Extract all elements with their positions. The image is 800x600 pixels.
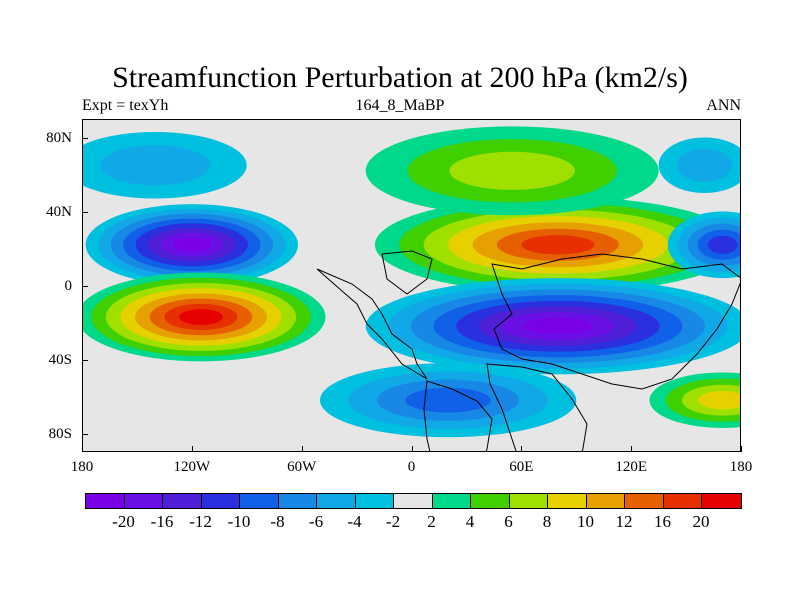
colorbar-label: 2	[427, 512, 436, 531]
contour-map	[82, 126, 741, 452]
colorbar-box	[471, 494, 510, 508]
colorbar-box	[201, 494, 240, 508]
colorbar-label: -20	[112, 512, 135, 531]
y-tick-label: 40S	[48, 351, 72, 368]
season-label: ANN	[706, 97, 741, 114]
map-title: Streamfunction Perturbation at 200 hPa (…	[112, 61, 688, 94]
coastline-north-america	[316, 268, 428, 380]
coastline-africa	[486, 363, 588, 452]
x-tick-mark	[631, 446, 633, 452]
colorbar-label: -16	[150, 512, 174, 531]
colorbar-label: 20	[692, 512, 710, 531]
colorbar-label: 16	[654, 512, 671, 531]
coastline-south-america	[423, 380, 493, 452]
contour-band	[521, 235, 595, 255]
contour-feature-4	[365, 126, 659, 216]
colorbar-label: -6	[308, 512, 324, 531]
colorbar-box	[432, 494, 471, 508]
colorbar-label: -8	[270, 512, 285, 531]
contour-feature-5	[319, 363, 577, 438]
contour-band	[173, 237, 211, 252]
contour-band	[676, 148, 732, 182]
colorbar-label: -10	[227, 512, 251, 531]
colorbar-box	[509, 494, 548, 508]
colorbar-box	[702, 494, 741, 508]
y-tick-label: 0	[64, 277, 73, 294]
y-tick-label: 40N	[46, 203, 72, 220]
colorbar-box	[625, 494, 664, 508]
x-tick-mark	[521, 446, 523, 452]
contour-band	[100, 145, 211, 186]
run-label: 164_8_MaBP	[355, 97, 445, 114]
colorbar-label: 8	[542, 512, 552, 531]
colorbar-box	[86, 494, 125, 508]
contour-feature-1	[82, 272, 326, 362]
colorbar-box	[355, 494, 394, 508]
colorbar	[85, 493, 742, 509]
contour-band	[179, 309, 223, 325]
y-tick-mark	[82, 137, 88, 139]
x-tick-label: 60W	[287, 459, 317, 475]
x-tick-label: 60E	[509, 459, 534, 475]
x-tick-label: 0	[407, 459, 416, 475]
y-tick-label: 80N	[46, 129, 72, 146]
x-tick-label: 120E	[615, 459, 647, 475]
coastline-eurasia	[491, 253, 741, 390]
contour-feature-8	[82, 131, 247, 199]
y-tick-label: 80S	[48, 425, 72, 442]
contour-feature-2	[374, 196, 741, 293]
colorbar-box	[124, 494, 163, 508]
map-plot-area	[82, 119, 741, 452]
colorbar-label: 6	[504, 512, 513, 531]
experiment-label: Expt = texYh	[82, 97, 169, 114]
colorbar-label: -12	[189, 512, 212, 531]
x-tick-mark	[741, 446, 742, 452]
colorbar-box	[586, 494, 625, 508]
colorbar-label: 10	[577, 512, 594, 531]
contour-band	[449, 151, 575, 190]
colorbar-box	[548, 494, 587, 508]
colorbar-box	[240, 494, 279, 508]
x-tick-label: 180	[729, 459, 753, 475]
colorbar-label: -4	[347, 512, 362, 531]
x-tick-mark	[191, 446, 193, 452]
colorbar-label: -2	[385, 512, 401, 531]
contour-band	[405, 387, 491, 413]
contour-feature-0	[85, 204, 299, 286]
y-tick-mark	[82, 285, 88, 287]
x-tick-mark	[411, 446, 413, 452]
x-tick-mark	[301, 446, 303, 452]
x-tick-label: 120W	[173, 459, 211, 475]
contour-band	[707, 235, 738, 254]
colorbar-label: 12	[615, 512, 633, 531]
contour-feature-7	[649, 372, 741, 428]
colorbar-box	[317, 494, 356, 508]
colorbar-box	[278, 494, 317, 508]
y-tick-mark	[82, 211, 88, 213]
y-tick-mark	[82, 359, 88, 361]
x-tick-mark	[82, 446, 83, 452]
x-tick-label: 180	[70, 459, 94, 475]
y-tick-mark	[82, 433, 88, 435]
colorbar-box	[394, 494, 433, 508]
contour-feature-9	[658, 137, 741, 193]
colorbar-box	[163, 494, 202, 508]
contour-feature-3	[365, 278, 741, 375]
contour-band	[698, 390, 741, 410]
colorbar-label: 4	[465, 512, 475, 531]
contour-band	[524, 317, 592, 335]
coastline-greenland	[381, 250, 433, 295]
contour-feature-6	[667, 211, 741, 279]
colorbar-box	[663, 494, 702, 508]
